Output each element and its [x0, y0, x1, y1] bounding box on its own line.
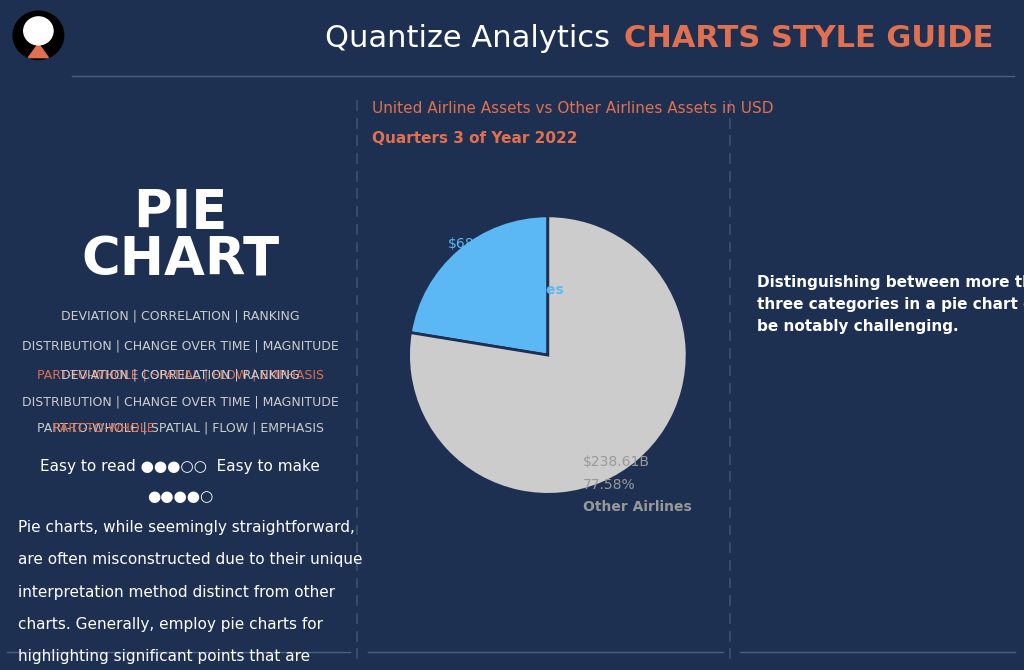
Text: ●●●●○: ●●●●○ [147, 488, 213, 504]
Text: $238.61B: $238.61B [583, 456, 649, 470]
Text: DISTRIBUTION | CHANGE OVER TIME | MAGNITUDE: DISTRIBUTION | CHANGE OVER TIME | MAGNIT… [22, 395, 339, 408]
Text: DISTRIBUTION | CHANGE OVER TIME | MAGNITUDE: DISTRIBUTION | CHANGE OVER TIME | MAGNIT… [22, 339, 339, 352]
Text: Pie charts, while seemingly straightforward,: Pie charts, while seemingly straightforw… [18, 520, 355, 535]
Text: Easy to read ●●●○○  Easy to make: Easy to read ●●●○○ Easy to make [40, 459, 321, 474]
Text: Quantize Analytics: Quantize Analytics [325, 24, 620, 53]
Text: DEVIATION | CORRELATION | RANKING: DEVIATION | CORRELATION | RANKING [60, 369, 300, 382]
Text: Quarters 3 of Year 2022: Quarters 3 of Year 2022 [372, 131, 578, 145]
Text: Other Airlines: Other Airlines [583, 500, 691, 514]
Text: PART-TO-WHOLE | SPATIAL | FLOW | EMPHASIS: PART-TO-WHOLE | SPATIAL | FLOW | EMPHASI… [37, 421, 324, 435]
Text: PART-TO-WHOLE: PART-TO-WHOLE [53, 421, 307, 435]
Circle shape [24, 17, 53, 45]
Text: Distinguishing between more than
three categories in a pie chart can
be notably : Distinguishing between more than three c… [758, 275, 1024, 334]
Text: 77.58%: 77.58% [583, 478, 635, 492]
Text: United Airlines: United Airlines [447, 283, 563, 297]
Text: CHARTS STYLE GUIDE: CHARTS STYLE GUIDE [624, 24, 993, 53]
Text: are often misconstructed due to their unique: are often misconstructed due to their un… [18, 552, 362, 567]
Text: interpretation method distinct from other: interpretation method distinct from othe… [18, 584, 335, 600]
Text: PIE
CHART: PIE CHART [81, 186, 280, 287]
Circle shape [13, 11, 63, 60]
Text: United Airline Assets vs Other Airlines Assets in USD: United Airline Assets vs Other Airlines … [372, 101, 773, 116]
Text: $68.97B: $68.97B [447, 237, 506, 251]
Wedge shape [411, 216, 548, 355]
Polygon shape [29, 44, 48, 58]
Text: PART-TO-WHOLE | SPATIAL | FLOW | EMPHASIS: PART-TO-WHOLE | SPATIAL | FLOW | EMPHASI… [37, 369, 324, 382]
Text: highlighting significant points that are: highlighting significant points that are [18, 649, 310, 665]
Text: DEVIATION | CORRELATION | RANKING: DEVIATION | CORRELATION | RANKING [60, 310, 300, 323]
Wedge shape [409, 216, 687, 494]
Text: charts. Generally, employ pie charts for: charts. Generally, employ pie charts for [18, 617, 323, 632]
Text: 22.42%: 22.42% [447, 261, 500, 274]
